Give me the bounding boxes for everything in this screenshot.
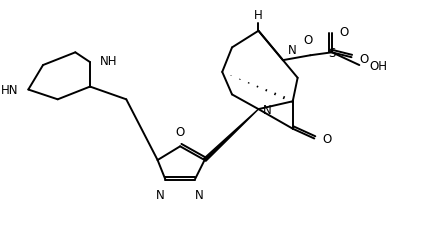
Text: NH: NH bbox=[100, 55, 117, 67]
Text: O: O bbox=[176, 125, 185, 138]
Text: S: S bbox=[328, 47, 335, 60]
Text: OH: OH bbox=[369, 59, 387, 72]
Text: N: N bbox=[288, 44, 297, 57]
Text: N: N bbox=[156, 189, 165, 202]
Text: HN: HN bbox=[1, 84, 19, 97]
Text: H: H bbox=[254, 9, 263, 22]
Text: N: N bbox=[195, 189, 204, 202]
Text: O: O bbox=[322, 132, 331, 145]
Text: O: O bbox=[304, 34, 313, 47]
Text: O: O bbox=[359, 52, 368, 65]
Polygon shape bbox=[203, 110, 258, 162]
Text: N: N bbox=[263, 103, 272, 116]
Text: O: O bbox=[340, 26, 349, 39]
